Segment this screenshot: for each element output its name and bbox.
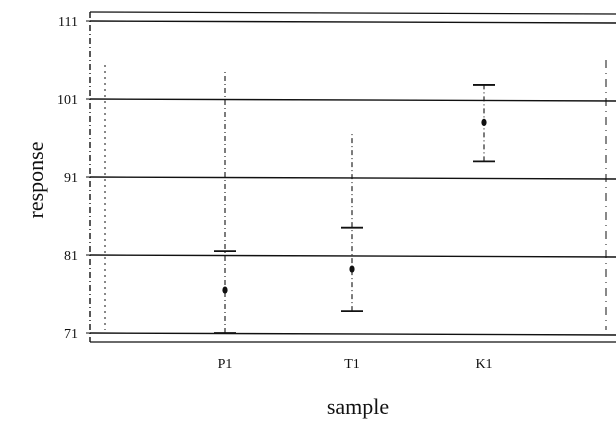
gridlines xyxy=(89,20,616,336)
x-tick-label-K1: K1 xyxy=(475,357,492,372)
x-tick-label-T1: T1 xyxy=(344,357,360,372)
gridline-111 xyxy=(89,20,616,24)
y-tick-label-91: 91 xyxy=(64,171,78,186)
y-tick-label-111: 111 xyxy=(58,15,78,30)
gridline-71 xyxy=(89,332,616,336)
mean-point-T1 xyxy=(349,265,355,273)
y-tick-label-71: 71 xyxy=(64,327,78,342)
gridline-81 xyxy=(89,254,616,258)
x-axis-title: sample xyxy=(327,394,389,419)
gridline-101 xyxy=(89,98,616,102)
x-tick-label-P1: P1 xyxy=(218,357,233,372)
top-frame-line xyxy=(89,11,616,15)
mean-point-K1 xyxy=(481,118,487,126)
y-axis-ticks: 71 81 91 101 111 xyxy=(57,15,94,342)
mean-point-P1 xyxy=(222,286,228,294)
gridline-91 xyxy=(89,176,616,180)
y-axis-title: response xyxy=(23,142,48,219)
x-axis-ticks: P1 T1 K1 xyxy=(218,357,493,372)
y-tick-label-81: 81 xyxy=(64,249,78,264)
y-tick-label-101: 101 xyxy=(57,93,78,108)
interval-marks xyxy=(214,69,495,334)
